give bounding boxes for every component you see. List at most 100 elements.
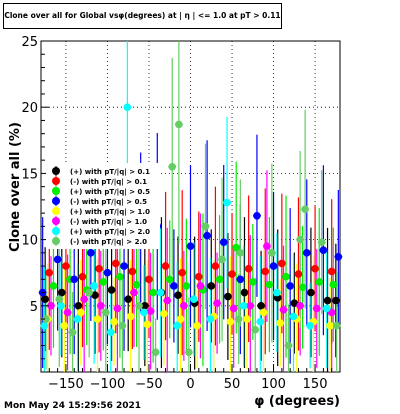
data-point	[195, 272, 203, 281]
data-point	[296, 302, 304, 310]
data-point	[273, 288, 281, 297]
data-points	[38, 103, 343, 356]
data-point	[85, 288, 93, 297]
data-point	[229, 304, 238, 313]
data-point	[301, 205, 309, 213]
data-point	[57, 302, 65, 310]
data-point	[175, 120, 183, 129]
data-point	[203, 231, 211, 240]
data-point	[213, 299, 221, 307]
data-point	[327, 267, 336, 276]
data-point	[244, 264, 253, 273]
data-point	[259, 308, 268, 317]
legend-marker	[52, 207, 60, 215]
data-point	[284, 341, 293, 350]
data-point	[236, 249, 245, 257]
data-point	[251, 325, 260, 334]
data-point	[107, 286, 116, 294]
legend-label: (+) with pT/|q| > 0.1	[70, 168, 150, 177]
legend-marker	[52, 167, 60, 175]
legend-label: (+) with pT/|q| > 1.0	[70, 208, 150, 217]
data-point	[206, 315, 215, 323]
legend-label: (+) with pT/|q| > 2.0	[70, 228, 150, 237]
data-point	[132, 280, 141, 289]
x-tick-label: −100	[90, 377, 126, 392]
data-point	[236, 275, 245, 284]
x-tick-label: 50	[224, 377, 241, 392]
data-point	[93, 315, 102, 323]
data-point	[80, 295, 88, 303]
y-tick-label: 10	[21, 234, 38, 249]
data-point	[73, 315, 82, 323]
data-point	[211, 262, 220, 270]
data-point	[62, 262, 70, 270]
legend-box	[46, 163, 160, 249]
data-point	[190, 295, 198, 303]
data-point	[224, 292, 232, 301]
data-point	[146, 307, 155, 315]
data-point	[111, 259, 120, 268]
data-point	[78, 272, 87, 281]
data-point	[90, 282, 98, 290]
data-point	[269, 262, 278, 270]
data-point	[123, 103, 132, 111]
data-point	[174, 291, 182, 300]
data-point	[332, 296, 340, 305]
data-point	[186, 242, 195, 251]
y-tick-label: 5	[30, 300, 38, 315]
data-point	[161, 262, 170, 270]
data-point	[70, 275, 79, 284]
data-point	[180, 302, 188, 310]
data-point	[226, 317, 235, 326]
data-point	[201, 222, 210, 231]
data-point	[276, 319, 285, 327]
data-point	[332, 321, 341, 330]
data-point	[140, 308, 148, 317]
data-point	[60, 321, 69, 330]
data-point	[130, 288, 138, 297]
data-point	[334, 253, 343, 261]
data-point	[63, 308, 72, 317]
legend: (+) with pT/|q| > 0.1 (-) with pT/|q| > 0…	[46, 163, 160, 249]
legend-marker	[52, 177, 60, 185]
data-point	[289, 312, 298, 321]
title-box: Clone over all for Global vsφ(degrees) a…	[3, 3, 282, 29]
data-point	[42, 315, 50, 323]
data-point	[257, 302, 265, 310]
data-point	[165, 275, 174, 284]
data-point	[312, 304, 321, 313]
x-tick-label: −150	[48, 377, 84, 392]
data-point	[261, 267, 270, 276]
y-tick-label: 20	[21, 101, 38, 116]
data-point	[120, 262, 128, 270]
data-point	[110, 317, 118, 326]
data-point	[207, 282, 216, 290]
date-stamp: Mon May 24 15:29:56 2021	[4, 401, 142, 411]
data-point	[232, 243, 240, 252]
data-point	[57, 288, 66, 297]
data-point	[317, 238, 326, 247]
data-point	[149, 288, 157, 297]
data-point	[176, 315, 185, 323]
data-point	[151, 348, 160, 356]
data-point	[103, 268, 112, 277]
chart-title: Clone over all for Global vsφ(degrees) a…	[4, 11, 281, 20]
y-axis-label: Clone over all (%)	[8, 122, 23, 252]
legend-marker	[52, 197, 60, 205]
data-point	[298, 283, 307, 292]
legend-label: (-) with pT/|q| > 0.5	[70, 198, 147, 207]
data-point	[329, 280, 338, 289]
data-point	[143, 320, 152, 329]
y-tick-label: 25	[21, 35, 38, 50]
data-point	[126, 312, 135, 321]
legend-label: (-) with pT/|q| > 1.0	[70, 218, 147, 227]
data-point	[160, 309, 168, 318]
data-point	[173, 321, 182, 330]
data-point	[219, 238, 228, 247]
data-point	[118, 321, 127, 330]
legend-marker	[52, 217, 60, 225]
data-point	[95, 264, 103, 273]
data-point	[91, 291, 99, 300]
data-point	[243, 315, 251, 323]
